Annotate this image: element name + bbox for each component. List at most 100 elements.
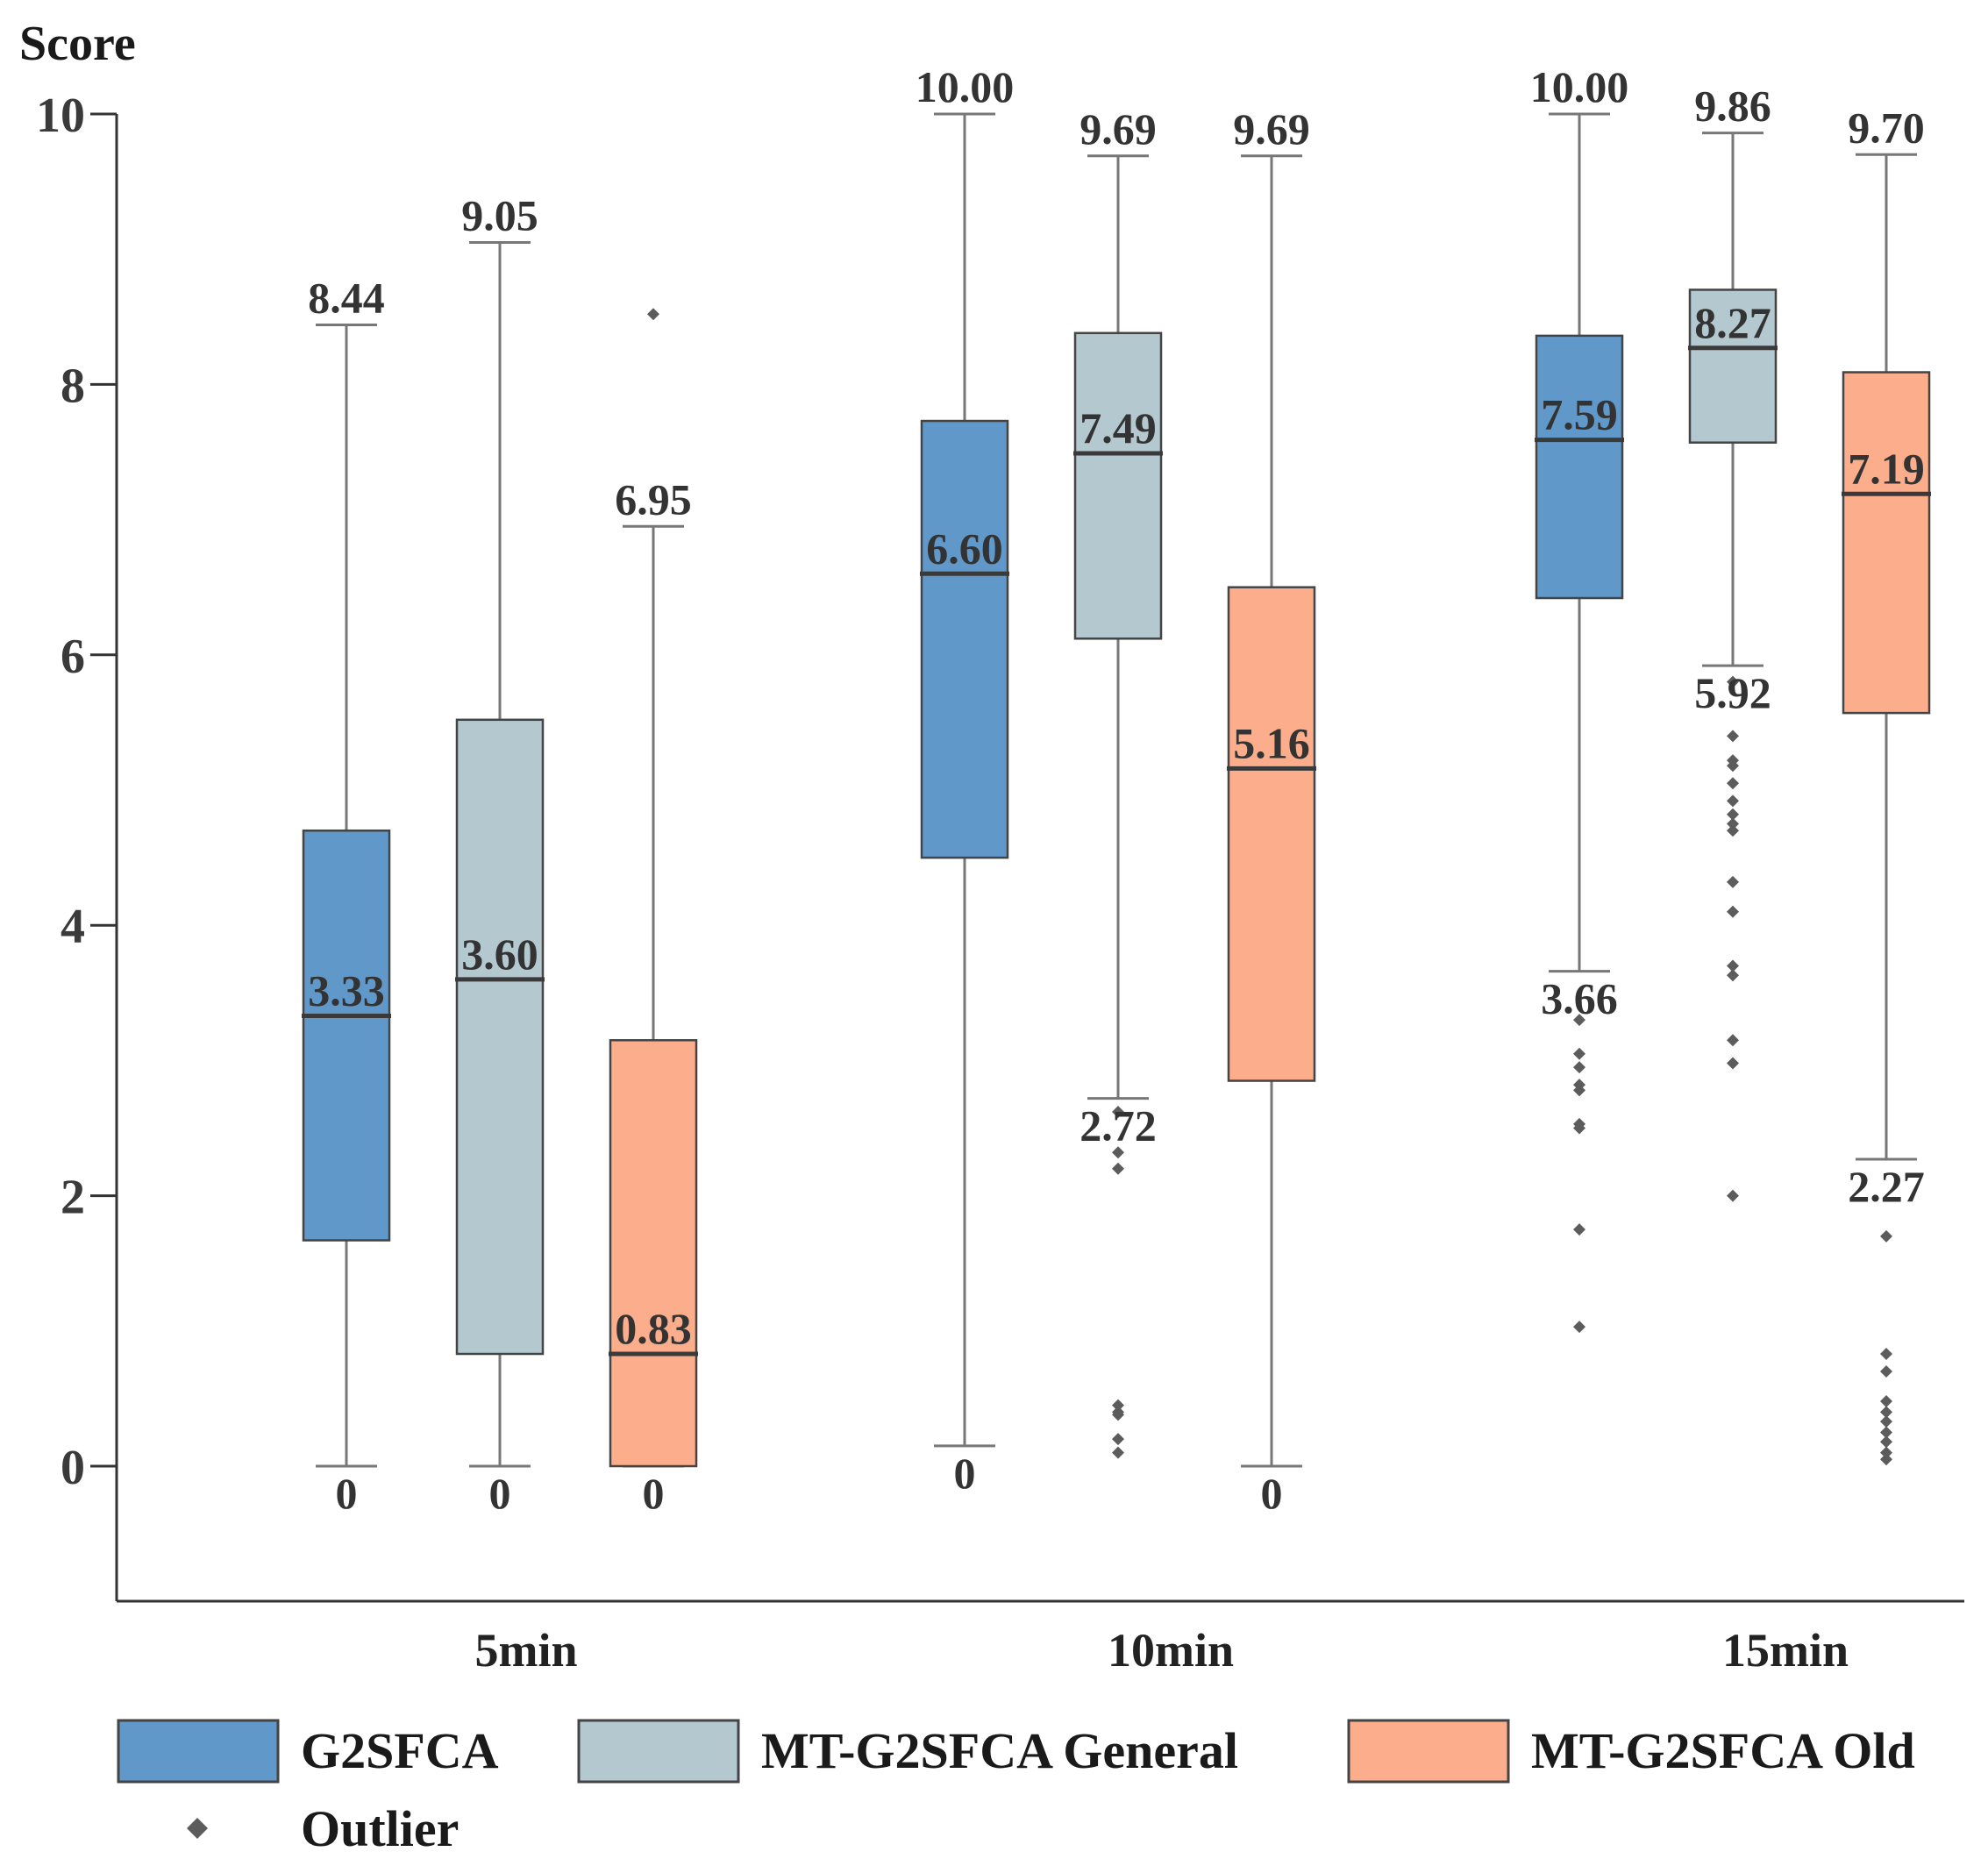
iqr-box	[1227, 586, 1316, 1082]
outlier-point	[1727, 808, 1739, 821]
legend-label: MT-G2SFCA Old	[1531, 1722, 1915, 1779]
max-value-label: 10.00	[1530, 62, 1629, 111]
outlier-point	[1727, 1034, 1739, 1047]
y-tick-label: 10	[36, 89, 85, 143]
iqr-box	[1842, 371, 1931, 715]
axes: 0 2 4 6 8 10 Score 5min 10min 15min	[19, 17, 1964, 1677]
x-category-label: 5min	[474, 1624, 577, 1677]
iqr-box	[1688, 288, 1778, 444]
y-tick-label: 2	[61, 1171, 85, 1225]
min-value-label: 0	[336, 1469, 358, 1518]
legend-label: MT-G2SFCA General	[761, 1722, 1238, 1779]
outlier-point	[1727, 817, 1739, 830]
y-tick-label: 4	[61, 900, 85, 954]
median-value-label: 3.33	[308, 966, 385, 1015]
min-value-label: 0	[489, 1469, 511, 1518]
median-value-label: 7.49	[1080, 403, 1157, 452]
median-value-label: 5.16	[1233, 718, 1310, 767]
box-group: 10.00 7.59 3.66	[1530, 62, 1629, 1334]
outlier-point	[1880, 1406, 1892, 1419]
max-value-label: 9.69	[1233, 104, 1310, 153]
max-value-label: 9.86	[1694, 82, 1771, 131]
legend-label: G2SFCA	[301, 1722, 499, 1779]
median-value-label: 6.60	[926, 523, 1003, 573]
outlier-point	[1727, 969, 1739, 982]
legend-outlier-label: Outlier	[301, 1800, 459, 1857]
max-value-label: 8.44	[308, 274, 385, 323]
x-category-label: 15min	[1722, 1624, 1849, 1677]
max-value-label: 10.00	[916, 62, 1015, 111]
outlier-point	[1880, 1453, 1892, 1466]
legend-swatch	[1347, 1719, 1510, 1784]
iqr-box	[455, 718, 545, 1356]
outlier-point	[1880, 1446, 1892, 1459]
min-value-label: 3.66	[1541, 974, 1618, 1023]
outlier-point	[1112, 1399, 1124, 1412]
median-value-label: 3.60	[461, 929, 538, 979]
outlier-point	[1112, 1162, 1124, 1175]
box-group: 8.44 3.33 0	[302, 274, 391, 1518]
legend-swatch	[117, 1719, 280, 1784]
outlier-point	[1112, 1433, 1124, 1446]
x-category-label: 10min	[1108, 1624, 1234, 1677]
outlier-point	[647, 308, 659, 321]
median-value-label: 8.27	[1694, 298, 1771, 347]
legend: G2SFCA MT-G2SFCA General MT-G2SFCA Old Outl…	[117, 1719, 1915, 1857]
legend-swatch	[577, 1719, 740, 1784]
iqr-box	[920, 419, 1009, 859]
max-value-label: 9.70	[1848, 103, 1925, 152]
box-group: 9.05 3.60 0	[455, 190, 545, 1518]
outlier-point	[1573, 1047, 1585, 1060]
outlier-point	[1727, 1189, 1739, 1202]
min-value-label: 0	[954, 1449, 976, 1498]
outlier-point	[1573, 1014, 1585, 1027]
outlier-point	[1727, 794, 1739, 808]
min-value-label: 5.92	[1694, 668, 1771, 717]
outlier-point	[1573, 1061, 1585, 1074]
outlier-point	[1727, 824, 1739, 837]
median-value-label: 0.83	[615, 1304, 692, 1353]
outlier-point	[1880, 1348, 1892, 1361]
outlier-point	[1880, 1426, 1892, 1439]
outlier-point	[1112, 1446, 1124, 1459]
y-axis-title: Score	[19, 17, 136, 71]
outlier-point	[1573, 1122, 1585, 1135]
box-group: 10.00 6.60 0	[916, 62, 1015, 1498]
outlier-point	[1880, 1435, 1892, 1449]
y-tick-label: 8	[61, 359, 85, 413]
max-value-label: 9.05	[461, 190, 538, 239]
outlier-point	[1573, 1223, 1585, 1236]
box-group: 9.70 7.19 2.27	[1842, 103, 1931, 1466]
outlier-point	[1880, 1229, 1892, 1243]
outlier-point	[1112, 1105, 1124, 1118]
box-group: 9.69 7.49 2.72	[1073, 104, 1163, 1459]
outlier-point	[1573, 1321, 1585, 1334]
outlier-point	[1727, 905, 1739, 918]
outlier-point	[1727, 1057, 1739, 1070]
median-value-label: 7.59	[1541, 390, 1618, 439]
min-value-label: 0	[1261, 1469, 1283, 1518]
plot-area: 8.44 3.33 0 10.00 6.60 0 10.00 7.59 3.66 9.05 3.60…	[302, 62, 1931, 1518]
outlier-point	[1727, 875, 1739, 888]
min-value-label: 0	[643, 1469, 665, 1518]
y-tick-label: 6	[61, 630, 85, 684]
outlier-point	[1112, 1408, 1124, 1421]
max-value-label: 6.95	[615, 474, 692, 523]
max-value-label: 9.69	[1080, 104, 1157, 153]
min-value-label: 2.72	[1080, 1101, 1157, 1150]
box-group: 6.95 0.83 0	[609, 308, 698, 1518]
iqr-box	[1535, 334, 1624, 600]
box-group: 9.86 8.27 5.92	[1688, 82, 1778, 1202]
box-group: 9.69 5.16 0	[1227, 104, 1316, 1518]
outlier-point	[1880, 1365, 1892, 1378]
outlier-point	[1573, 1084, 1585, 1097]
legend-outlier-marker	[187, 1818, 208, 1839]
min-value-label: 2.27	[1848, 1162, 1925, 1211]
outlier-point	[1880, 1415, 1892, 1428]
y-tick-label: 0	[61, 1441, 85, 1495]
outlier-point	[1880, 1394, 1892, 1407]
outlier-point	[1727, 959, 1739, 972]
iqr-box	[609, 1039, 698, 1468]
outlier-point	[1112, 1146, 1124, 1159]
